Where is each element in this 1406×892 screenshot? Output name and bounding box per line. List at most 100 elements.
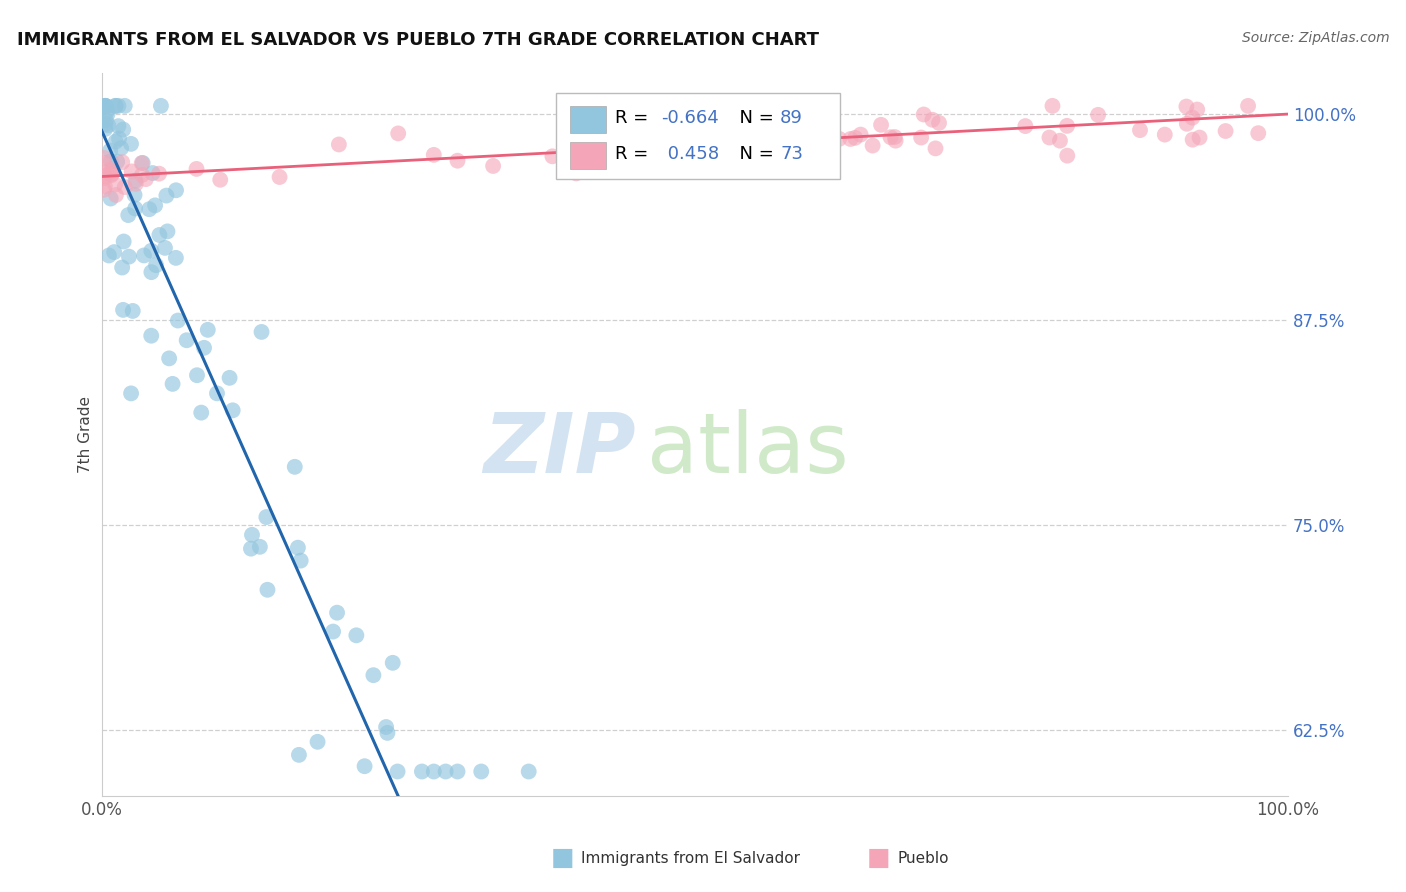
Point (100, 164, 122, 178)
Point (186, 161, 208, 176)
Point (94, 99, 117, 113)
Point (162, 376, 184, 391)
Point (124, 188, 146, 202)
Point (288, 747, 311, 762)
Point (100, 154, 122, 169)
Point (153, 241, 176, 255)
Point (138, 202, 160, 217)
Point (121, 304, 143, 318)
Point (1056, 119, 1078, 133)
Point (93, 156, 115, 170)
Point (94, 113, 117, 128)
Text: 89: 89 (780, 109, 803, 127)
Point (131, 168, 153, 182)
Point (269, 169, 291, 184)
Text: ■: ■ (551, 847, 574, 870)
Point (114, 180, 136, 194)
FancyBboxPatch shape (571, 105, 606, 133)
Point (205, 386, 228, 401)
Point (104, 135, 127, 149)
Point (103, 245, 125, 260)
Point (120, 386, 142, 401)
Point (1237, 99, 1260, 113)
Point (912, 107, 935, 121)
Point (107, 99, 129, 113)
Point (849, 128, 872, 142)
Point (290, 553, 312, 567)
Point (112, 122, 135, 136)
Point (862, 138, 884, 153)
Text: R =: R = (616, 145, 654, 163)
Point (94, 122, 117, 136)
Point (104, 99, 127, 113)
Point (250, 325, 273, 339)
Point (375, 720, 398, 734)
Point (112, 235, 135, 249)
Point (800, 126, 823, 140)
Point (98, 144, 121, 158)
Point (803, 136, 825, 150)
Point (659, 143, 682, 157)
Point (381, 656, 404, 670)
Point (111, 260, 134, 275)
Point (434, 764, 457, 779)
Point (165, 183, 187, 197)
Point (120, 136, 142, 151)
Point (93, 171, 115, 186)
Point (149, 99, 172, 113)
Point (141, 265, 163, 279)
Text: -0.664: -0.664 (662, 109, 720, 127)
Point (125, 177, 148, 191)
Point (141, 328, 163, 343)
Point (844, 131, 866, 145)
Point (110, 141, 132, 155)
Point (883, 130, 905, 145)
Point (683, 138, 706, 153)
Point (411, 764, 433, 779)
Point (124, 174, 146, 188)
Point (1153, 128, 1175, 142)
Point (879, 130, 901, 145)
Point (387, 764, 409, 779)
Point (107, 119, 129, 133)
Point (104, 188, 127, 202)
Point (1247, 126, 1270, 140)
Point (1129, 123, 1152, 137)
Point (135, 172, 157, 186)
Point (96, 107, 118, 121)
Point (1181, 133, 1204, 147)
Point (254, 510, 277, 524)
FancyBboxPatch shape (571, 142, 606, 169)
Point (870, 118, 893, 132)
Point (117, 208, 139, 222)
Point (763, 148, 786, 162)
Point (256, 582, 278, 597)
Point (470, 764, 492, 779)
Point (221, 403, 243, 417)
Text: ■: ■ (868, 847, 890, 870)
Point (423, 148, 446, 162)
Text: N =: N = (728, 109, 779, 127)
Point (167, 313, 190, 327)
Point (363, 668, 385, 682)
Point (131, 156, 153, 170)
Point (104, 178, 127, 192)
Point (114, 99, 136, 113)
Y-axis label: 7th Grade: 7th Grade (79, 396, 93, 473)
Point (132, 248, 155, 262)
Point (1181, 111, 1204, 125)
Point (910, 130, 932, 145)
Text: atlas: atlas (647, 409, 849, 490)
Point (284, 459, 307, 474)
Point (1042, 99, 1064, 113)
Point (155, 188, 177, 202)
Point (765, 145, 787, 159)
Point (921, 112, 943, 127)
Point (446, 153, 468, 168)
Point (218, 371, 240, 385)
Point (93, 151, 115, 165)
Text: R =: R = (616, 109, 654, 127)
Point (156, 224, 179, 238)
Point (94, 99, 117, 113)
Point (240, 528, 263, 542)
